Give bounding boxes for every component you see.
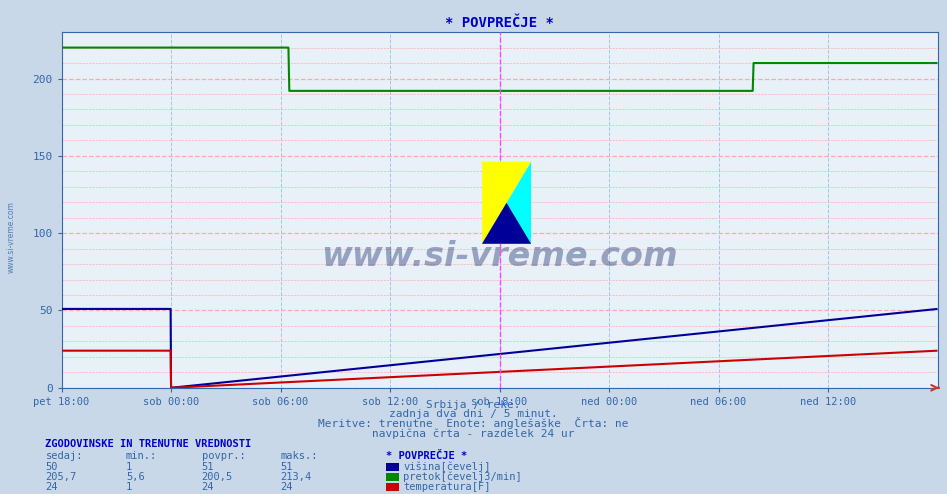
Text: 51: 51 (202, 462, 214, 472)
Text: * POVPREČJE *: * POVPREČJE * (386, 451, 468, 461)
Text: 5,6: 5,6 (126, 472, 145, 482)
Text: min.:: min.: (126, 451, 157, 461)
Text: Srbija / reke.: Srbija / reke. (426, 400, 521, 410)
Polygon shape (482, 162, 531, 244)
Text: 1: 1 (126, 482, 133, 492)
Text: navpična črta - razdelek 24 ur: navpična črta - razdelek 24 ur (372, 429, 575, 439)
Text: 24: 24 (45, 482, 58, 492)
Text: višina[čevelj]: višina[čevelj] (403, 461, 491, 472)
Text: 51: 51 (280, 462, 293, 472)
Text: 1: 1 (126, 462, 133, 472)
Text: 24: 24 (202, 482, 214, 492)
Text: 205,7: 205,7 (45, 472, 77, 482)
Text: 213,4: 213,4 (280, 472, 312, 482)
Text: povpr.:: povpr.: (202, 451, 245, 461)
Text: maks.:: maks.: (280, 451, 318, 461)
Text: 200,5: 200,5 (202, 472, 233, 482)
Text: sedaj:: sedaj: (45, 451, 83, 461)
Text: Meritve: trenutne  Enote: anglešaške  Črta: ne: Meritve: trenutne Enote: anglešaške Črta… (318, 417, 629, 429)
Text: 24: 24 (280, 482, 293, 492)
Title: * POVPREČJE *: * POVPREČJE * (445, 15, 554, 30)
Text: 50: 50 (45, 462, 58, 472)
Text: pretok[čevelj3/min]: pretok[čevelj3/min] (403, 471, 522, 482)
Text: temperatura[F]: temperatura[F] (403, 482, 491, 492)
Text: www.si-vreme.com: www.si-vreme.com (7, 201, 16, 273)
Polygon shape (482, 162, 531, 244)
Text: www.si-vreme.com: www.si-vreme.com (321, 240, 678, 273)
Polygon shape (482, 203, 531, 244)
Text: ZGODOVINSKE IN TRENUTNE VREDNOSTI: ZGODOVINSKE IN TRENUTNE VREDNOSTI (45, 439, 252, 449)
Text: zadnja dva dni / 5 minut.: zadnja dva dni / 5 minut. (389, 410, 558, 419)
